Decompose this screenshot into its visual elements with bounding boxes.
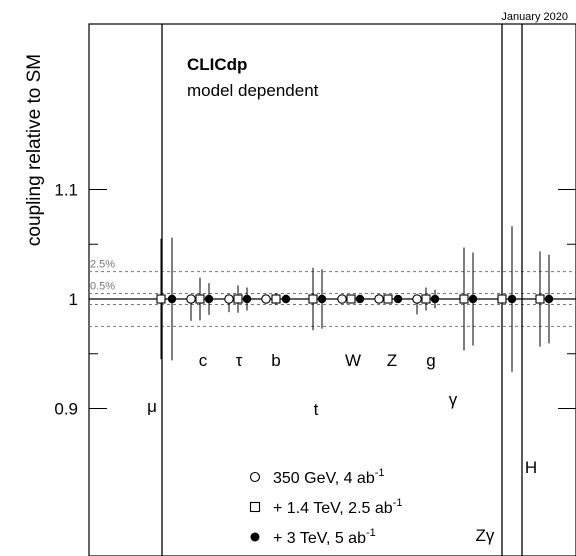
marker-filled-circle: [242, 294, 252, 304]
data-point-open-square: [497, 196, 507, 402]
category-label: g: [426, 351, 435, 370]
data-point-open-square: [383, 294, 393, 304]
marker-open-square: [233, 294, 243, 304]
data-point-filled-circle: [355, 294, 365, 304]
data-point-filled-circle: [393, 294, 403, 304]
data-point-open-square: [271, 292, 281, 306]
data-point-filled-circle: [430, 289, 440, 309]
legend-label-text: 350 GeV, 4 ab: [273, 470, 375, 487]
marker-open-square: [156, 294, 166, 304]
data-point-filled-circle: [167, 237, 177, 361]
y-axis-label: coupling relative to SM: [24, 54, 45, 246]
marker-filled-circle: [317, 294, 327, 304]
legend: 350 GeV, 4 ab-1+ 1.4 TeV, 2.5 ab-1+ 3 Te…: [249, 467, 402, 547]
data-point-filled-circle: [544, 254, 554, 344]
legend-label: + 1.4 TeV, 2.5 ab-1: [273, 497, 402, 517]
data-markers: [156, 196, 554, 402]
data-point-open-square: [233, 285, 243, 313]
marker-open-square: [421, 294, 431, 304]
marker-open-circle: [412, 294, 422, 304]
category-label: Zγ: [476, 526, 495, 545]
data-point-open-square: [535, 251, 545, 347]
data-point-open-square: [459, 247, 469, 351]
marker-open-circle: [261, 294, 271, 304]
legend-label-superscript: -1: [375, 467, 385, 479]
chart-title: CLICdp: [187, 55, 247, 74]
data-point-open-circle: [224, 294, 234, 313]
y-tick-label: 1: [69, 290, 78, 309]
legend-label: + 3 TeV, 5 ab-1: [273, 527, 376, 547]
marker-open-circle: [186, 294, 196, 304]
y-tick-label: 0.9: [54, 400, 78, 419]
reference-line-label: 2.5%: [90, 259, 115, 271]
legend-label-superscript: -1: [393, 497, 403, 509]
category-label: τ: [236, 351, 243, 370]
reference-line-label: 0.5%: [90, 281, 115, 293]
legend-label-superscript: -1: [366, 527, 376, 539]
marker-open-square: [271, 294, 281, 304]
marker-filled-circle: [281, 294, 291, 304]
legend-label-text: + 3 TeV, 5 ab: [273, 530, 366, 547]
data-point-filled-circle: [507, 226, 517, 372]
marker-open-circle: [224, 294, 234, 304]
marker-filled-circle: [167, 294, 177, 304]
marker-open-square: [195, 294, 205, 304]
category-label: γ: [449, 390, 458, 409]
category-label: μ: [147, 397, 157, 416]
legend-marker-open-square: [249, 501, 261, 513]
marker-open-square: [346, 294, 356, 304]
data-point-filled-circle: [204, 283, 214, 315]
category-label: W: [345, 351, 361, 370]
data-point-open-square: [346, 294, 356, 304]
data-point-open-circle: [337, 294, 347, 304]
marker-open-circle: [337, 294, 347, 304]
data-point-filled-circle: [317, 269, 327, 329]
data-point-filled-circle: [242, 287, 252, 311]
legend-marker-filled-circle: [250, 532, 260, 542]
category-label: b: [271, 351, 280, 370]
date-label: January 2020: [501, 11, 568, 23]
marker-open-square: [459, 294, 469, 304]
data-point-open-circle: [261, 294, 271, 304]
marker-open-circle: [374, 294, 384, 304]
data-point-open-square: [195, 277, 205, 321]
chart-subtitle: model dependent: [187, 81, 319, 100]
marker-open-square: [535, 294, 545, 304]
marker-open-square: [383, 294, 393, 304]
y-tick-label: 1.1: [54, 181, 78, 200]
marker-open-square: [308, 294, 318, 304]
legend-label-text: + 1.4 TeV, 2.5 ab: [273, 500, 393, 517]
legend-marker-open-circle: [249, 471, 261, 483]
y-axis: 0.9 1 1.1: [54, 181, 576, 419]
data-point-open-circle: [412, 294, 422, 315]
marker-filled-circle: [430, 294, 440, 304]
data-point-open-circle: [374, 294, 384, 304]
data-point-filled-circle: [281, 294, 291, 304]
marker-filled-circle: [355, 294, 365, 304]
marker-open-square: [497, 294, 507, 304]
category-label: H: [525, 458, 537, 477]
data-point-open-square: [308, 267, 318, 331]
marker-filled-circle: [507, 294, 517, 304]
legend-label: 350 GeV, 4 ab-1: [273, 467, 385, 487]
data-point-open-square: [156, 238, 166, 360]
marker-filled-circle: [204, 294, 214, 304]
data-point-filled-circle: [468, 252, 478, 346]
data-point-open-circle: [186, 294, 196, 321]
category-label: Z: [387, 351, 397, 370]
marker-filled-circle: [393, 294, 403, 304]
data-point-open-square: [421, 287, 431, 311]
marker-filled-circle: [468, 294, 478, 304]
marker-filled-circle: [544, 294, 554, 304]
plot-frame: [88, 23, 576, 556]
category-label: c: [199, 351, 208, 370]
category-label: t: [314, 400, 319, 419]
